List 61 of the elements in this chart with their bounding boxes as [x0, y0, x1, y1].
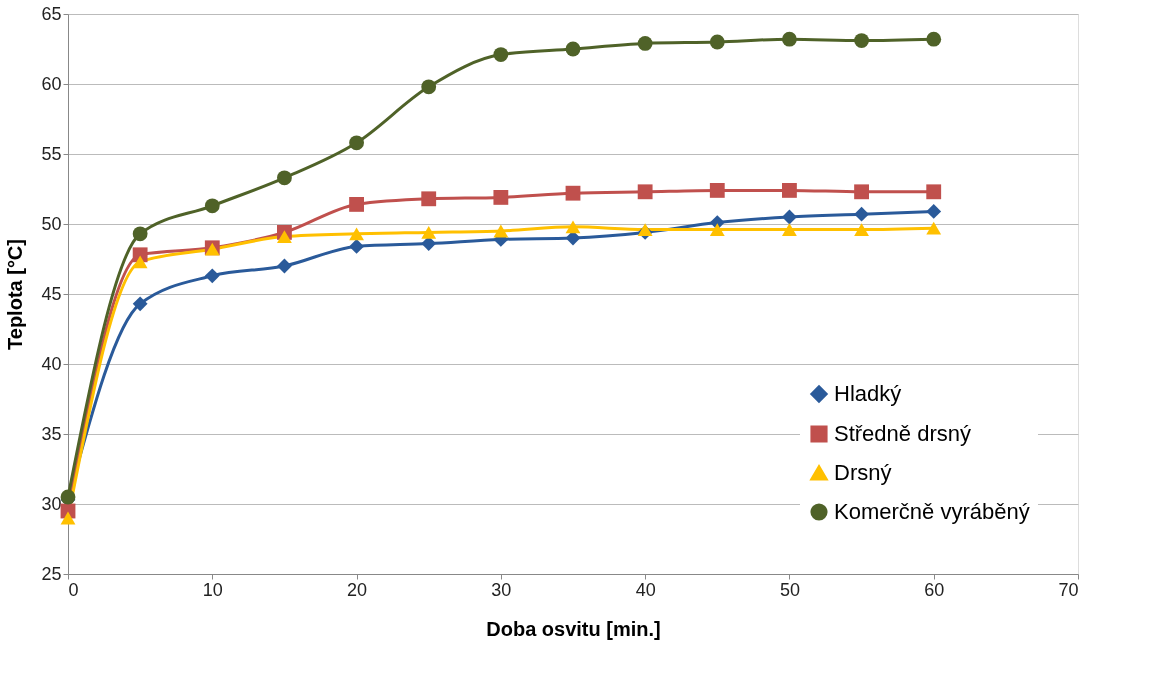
point [926, 221, 942, 235]
point [421, 225, 437, 239]
point [854, 206, 869, 222]
point [926, 31, 942, 47]
point [565, 41, 581, 57]
point [349, 227, 364, 241]
x-axis-title: Doba osvitu [min.] [486, 617, 661, 640]
point [204, 268, 220, 284]
point [421, 79, 437, 95]
point [349, 196, 364, 212]
point [132, 296, 148, 312]
y-tick-label: 35 [41, 423, 62, 444]
point [782, 31, 797, 47]
point [204, 198, 220, 214]
point [60, 511, 76, 525]
point [782, 182, 797, 198]
point [349, 135, 364, 151]
x-tick-label: 30 [491, 579, 512, 600]
point [493, 224, 509, 238]
point [854, 184, 869, 200]
x-tick-label: 10 [202, 579, 223, 600]
y-tick-label: 55 [41, 143, 62, 164]
x-tick-label: 40 [635, 579, 656, 600]
point [926, 203, 942, 219]
point [709, 182, 725, 198]
point [421, 236, 437, 252]
y-tick-label: 60 [41, 73, 62, 94]
y-axis-title: Teplota [°C] [4, 239, 27, 350]
point [277, 170, 292, 186]
legend-label: Hladký [834, 381, 902, 406]
point [493, 189, 509, 205]
y-tick-label: 50 [41, 213, 62, 234]
x-tick-label: 0 [68, 579, 79, 600]
point [709, 34, 725, 50]
point [926, 184, 942, 200]
point [637, 184, 653, 200]
y-tick-label: 30 [41, 493, 62, 514]
x-tick-label: 50 [779, 579, 800, 600]
legend-label: Komerčně vyráběný [834, 499, 1030, 524]
point [132, 226, 148, 242]
y-tick-label: 40 [41, 353, 62, 374]
point [421, 191, 437, 207]
point [132, 255, 148, 269]
y-tick-label: 25 [41, 563, 62, 584]
point [565, 220, 581, 234]
y-tick-label: 45 [41, 283, 62, 304]
point [854, 33, 869, 48]
x-tick-label: 70 [1058, 579, 1079, 600]
point [565, 185, 581, 201]
x-tick-label: 60 [924, 579, 945, 600]
point [277, 230, 292, 244]
point [782, 223, 797, 237]
y-tick-label: 65 [41, 3, 62, 24]
x-tick-label: 20 [347, 579, 368, 600]
point [637, 36, 653, 51]
point [709, 223, 725, 237]
legend-label: Středně drsný [834, 421, 971, 446]
point [349, 238, 364, 254]
legend-label: Drsný [834, 460, 892, 485]
point [854, 223, 869, 237]
point [493, 47, 509, 62]
